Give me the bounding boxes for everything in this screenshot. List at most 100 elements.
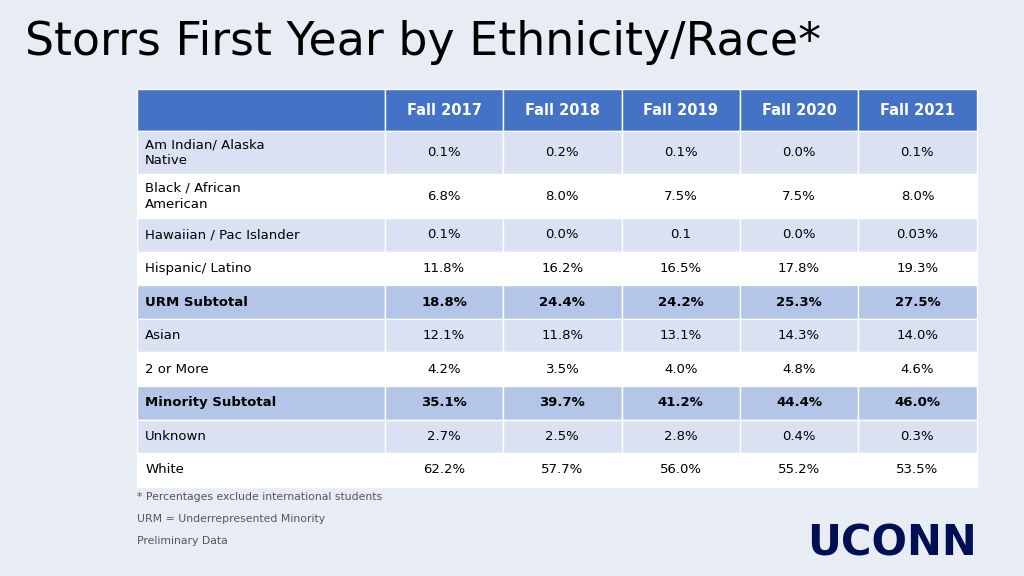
Bar <box>622 218 740 252</box>
Bar <box>503 218 622 252</box>
Bar <box>503 353 622 386</box>
Bar <box>622 89 740 131</box>
Bar <box>740 353 858 386</box>
Bar <box>740 419 858 453</box>
Text: Am Indian/ Alaska
Native: Am Indian/ Alaska Native <box>145 138 265 167</box>
Bar <box>137 89 385 131</box>
Text: 25.3%: 25.3% <box>776 295 822 309</box>
Text: 35.1%: 35.1% <box>421 396 467 410</box>
Bar <box>137 131 385 175</box>
Bar <box>503 453 622 487</box>
Bar <box>503 285 622 319</box>
Text: Fall 2019: Fall 2019 <box>643 103 718 118</box>
Bar <box>137 353 385 386</box>
Text: Preliminary Data: Preliminary Data <box>137 536 228 546</box>
Text: 24.2%: 24.2% <box>657 295 703 309</box>
Text: 11.8%: 11.8% <box>542 329 584 342</box>
Bar <box>503 89 622 131</box>
Bar <box>385 386 503 419</box>
Bar <box>740 319 858 353</box>
Text: 7.5%: 7.5% <box>664 190 697 203</box>
Text: 7.5%: 7.5% <box>782 190 816 203</box>
Text: 2 or More: 2 or More <box>145 363 209 376</box>
Text: 3.5%: 3.5% <box>546 363 580 376</box>
Text: 0.4%: 0.4% <box>782 430 816 443</box>
Bar <box>740 131 858 175</box>
Bar <box>858 175 977 218</box>
Text: Fall 2020: Fall 2020 <box>762 103 837 118</box>
Bar <box>858 353 977 386</box>
Bar <box>137 453 385 487</box>
Bar <box>137 386 385 419</box>
Bar <box>740 252 858 285</box>
Text: 46.0%: 46.0% <box>894 396 940 410</box>
Text: 4.0%: 4.0% <box>664 363 697 376</box>
Bar <box>622 353 740 386</box>
Text: 0.1%: 0.1% <box>427 229 461 241</box>
Bar <box>622 252 740 285</box>
Text: 24.4%: 24.4% <box>540 295 586 309</box>
Bar <box>740 285 858 319</box>
Bar <box>622 419 740 453</box>
Text: 0.0%: 0.0% <box>546 229 580 241</box>
Text: URM = Underrepresented Minority: URM = Underrepresented Minority <box>137 514 326 524</box>
Bar <box>385 453 503 487</box>
Text: 4.6%: 4.6% <box>901 363 934 376</box>
Text: 13.1%: 13.1% <box>659 329 701 342</box>
Bar <box>622 453 740 487</box>
Text: White: White <box>145 464 184 476</box>
Text: UCONN: UCONN <box>807 522 977 564</box>
Text: 0.0%: 0.0% <box>782 146 816 159</box>
Bar <box>858 89 977 131</box>
Text: Storrs First Year by Ethnicity/Race*: Storrs First Year by Ethnicity/Race* <box>25 20 821 65</box>
Bar <box>137 252 385 285</box>
Text: URM Subtotal: URM Subtotal <box>145 295 248 309</box>
Text: 2.5%: 2.5% <box>546 430 580 443</box>
Text: 0.1%: 0.1% <box>427 146 461 159</box>
Text: 56.0%: 56.0% <box>659 464 701 476</box>
Text: Black / African
American: Black / African American <box>145 182 241 211</box>
Text: 0.2%: 0.2% <box>546 146 580 159</box>
Bar <box>858 252 977 285</box>
Bar <box>740 386 858 419</box>
Bar <box>385 218 503 252</box>
Text: 14.3%: 14.3% <box>778 329 820 342</box>
Text: 16.2%: 16.2% <box>542 262 584 275</box>
Bar <box>503 175 622 218</box>
Text: 0.1%: 0.1% <box>664 146 697 159</box>
Bar <box>137 419 385 453</box>
Text: 4.2%: 4.2% <box>427 363 461 376</box>
Bar <box>858 131 977 175</box>
Bar <box>740 453 858 487</box>
Text: 0.3%: 0.3% <box>900 430 934 443</box>
Bar <box>858 419 977 453</box>
Bar <box>385 353 503 386</box>
Text: 11.8%: 11.8% <box>423 262 465 275</box>
Text: Fall 2017: Fall 2017 <box>407 103 481 118</box>
Text: Hawaiian / Pac Islander: Hawaiian / Pac Islander <box>145 229 300 241</box>
Bar <box>740 89 858 131</box>
Text: 57.7%: 57.7% <box>542 464 584 476</box>
Bar <box>622 319 740 353</box>
Text: 16.5%: 16.5% <box>659 262 701 275</box>
Text: 44.4%: 44.4% <box>776 396 822 410</box>
Text: 0.0%: 0.0% <box>782 229 816 241</box>
Text: Fall 2021: Fall 2021 <box>880 103 954 118</box>
Bar <box>137 319 385 353</box>
Bar <box>622 386 740 419</box>
Text: Unknown: Unknown <box>145 430 207 443</box>
Text: 62.2%: 62.2% <box>423 464 465 476</box>
Text: 27.5%: 27.5% <box>895 295 940 309</box>
Bar <box>740 218 858 252</box>
Text: Asian: Asian <box>145 329 181 342</box>
Text: 14.0%: 14.0% <box>896 329 938 342</box>
Text: 0.1%: 0.1% <box>900 146 934 159</box>
Bar <box>385 175 503 218</box>
Text: 8.0%: 8.0% <box>901 190 934 203</box>
Bar <box>137 218 385 252</box>
Text: 53.5%: 53.5% <box>896 464 939 476</box>
Text: 2.8%: 2.8% <box>664 430 697 443</box>
Bar <box>858 453 977 487</box>
Text: Hispanic/ Latino: Hispanic/ Latino <box>145 262 252 275</box>
Bar <box>740 175 858 218</box>
